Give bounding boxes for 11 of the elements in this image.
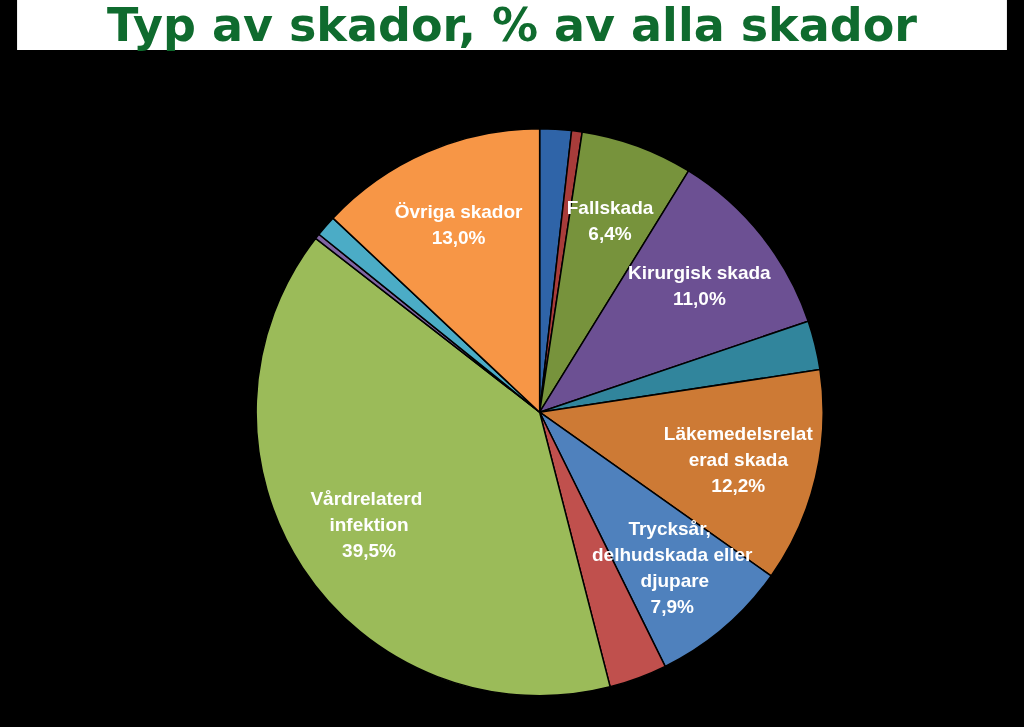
slice-label: Vårdrelaterd infektion [310,487,428,535]
chart-title: Typ av skador, % av alla skador [107,0,918,52]
slice-label: Läkemedelsrelaterad skada [663,422,814,470]
slice-label: Övriga skador [394,201,524,223]
slice-label: Kirurgisk skada [628,261,772,283]
data-label: 6,4% [588,223,632,245]
data-label: 12,2% [711,474,766,496]
data-label: 13,0% [431,227,486,249]
data-label: 39,5% [342,539,397,561]
data-label: 7,9% [650,595,694,617]
data-label: 11,0% [672,287,726,309]
